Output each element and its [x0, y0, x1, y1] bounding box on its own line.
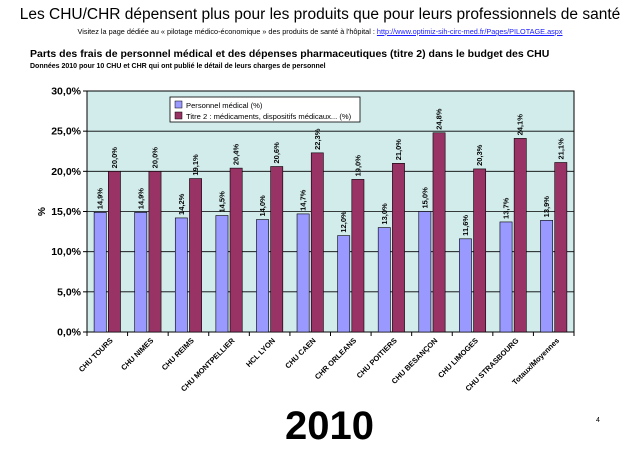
data-label: 19,1% — [191, 154, 200, 176]
y-tick-label: 0,0% — [57, 327, 82, 339]
x-tick-label: CHU LIMOGES — [436, 336, 480, 380]
bar-titre2 — [270, 166, 284, 333]
legend-swatch — [174, 111, 183, 120]
year-label: 2010 — [285, 404, 374, 448]
data-label: 11,6% — [461, 215, 470, 236]
x-tick-label: CHU CAEN — [283, 336, 317, 370]
slide-subtitle: Visitez la page dédiée au « pilotage méd… — [0, 27, 640, 36]
data-label: 14,7% — [299, 189, 308, 211]
bar-titre2 — [310, 152, 324, 333]
y-axis-label: % — [37, 207, 48, 216]
y-tick-label: 15,0% — [51, 206, 81, 218]
bar-personnel — [377, 227, 391, 333]
x-tick-label: CHU NIMES — [119, 336, 155, 372]
data-label: 24,1% — [516, 114, 525, 136]
data-label: 14,2% — [177, 193, 186, 215]
x-tick-label: CHU REIMS — [160, 336, 196, 372]
bar-titre2 — [351, 179, 365, 333]
bar-personnel — [337, 235, 351, 333]
y-tick-label: 20,0% — [51, 166, 81, 178]
bar-personnel — [93, 212, 107, 333]
data-label: 14,9% — [136, 188, 145, 210]
y-tick-label: 25,0% — [51, 126, 81, 138]
x-tick-label: CHU TOURS — [77, 336, 115, 374]
data-label: 20,0% — [110, 147, 119, 169]
data-label: 14,0% — [258, 195, 267, 217]
data-label: 22,3% — [313, 128, 322, 150]
bar-personnel — [499, 221, 513, 333]
bar-titre2 — [148, 171, 162, 333]
bar-personnel — [215, 215, 229, 333]
bar-titre2 — [432, 132, 446, 333]
data-label: 20,0% — [150, 147, 159, 169]
bar-personnel — [296, 213, 310, 333]
bar-personnel — [418, 211, 432, 333]
legend — [169, 96, 361, 123]
legend-swatch — [174, 100, 183, 109]
bar-personnel — [174, 217, 188, 333]
data-label: 12,0% — [339, 211, 348, 233]
bar-personnel — [540, 220, 553, 333]
data-label: 13,9% — [542, 196, 551, 218]
bar-titre2 — [229, 167, 243, 333]
data-label: 14,9% — [96, 188, 105, 210]
data-label: 21,1% — [556, 138, 565, 160]
data-label: 20,4% — [232, 144, 241, 166]
data-label: 20,6% — [272, 142, 281, 164]
bar-titre2 — [108, 171, 121, 333]
slide-title: Les CHU/CHR dépensent plus pour les prod… — [19, 6, 621, 23]
pilotage-link[interactable]: http://www.optimiz-sih-circ-med.fr/Pages… — [376, 27, 563, 36]
bar-titre2 — [189, 178, 202, 333]
subtitle-text: Visitez la page dédiée au « pilotage méd… — [77, 27, 377, 36]
data-label: 20,3% — [475, 144, 484, 166]
y-tick-label: 10,0% — [51, 246, 81, 258]
bar-titre2 — [554, 162, 568, 333]
data-label: 13,7% — [502, 197, 511, 219]
x-tick-label: HCL LYON — [244, 336, 277, 369]
page-number: 4 — [596, 417, 600, 424]
data-label: 15,0% — [420, 187, 429, 209]
bar-personnel — [459, 238, 472, 333]
chart-title: Parts des frais de personnel médical et … — [30, 48, 550, 60]
data-label: 24,8% — [435, 108, 444, 130]
bar-titre2 — [473, 168, 487, 333]
x-tick-label: CHR ORLEANS — [313, 336, 358, 381]
bar-personnel — [256, 219, 269, 333]
legend-entry: Titre 2 : médicaments, dispositifs médic… — [186, 112, 352, 121]
bar-personnel — [134, 212, 148, 333]
x-tick-label: CHU POITIERS — [355, 336, 399, 380]
y-tick-label: 5,0% — [57, 286, 82, 298]
bar-titre2 — [392, 163, 405, 333]
data-label: 21,0% — [394, 139, 403, 161]
data-label: 14,5% — [217, 191, 226, 213]
bar-titre2 — [513, 138, 527, 333]
y-tick-label: 30,0% — [51, 86, 81, 98]
legend-entry: Personnel médical (%) — [186, 101, 263, 110]
data-label: 13,0% — [380, 203, 389, 225]
data-label: 19,0% — [353, 155, 362, 177]
chart-note: Données 2010 pour 10 CHU et CHR qui ont … — [30, 63, 326, 70]
